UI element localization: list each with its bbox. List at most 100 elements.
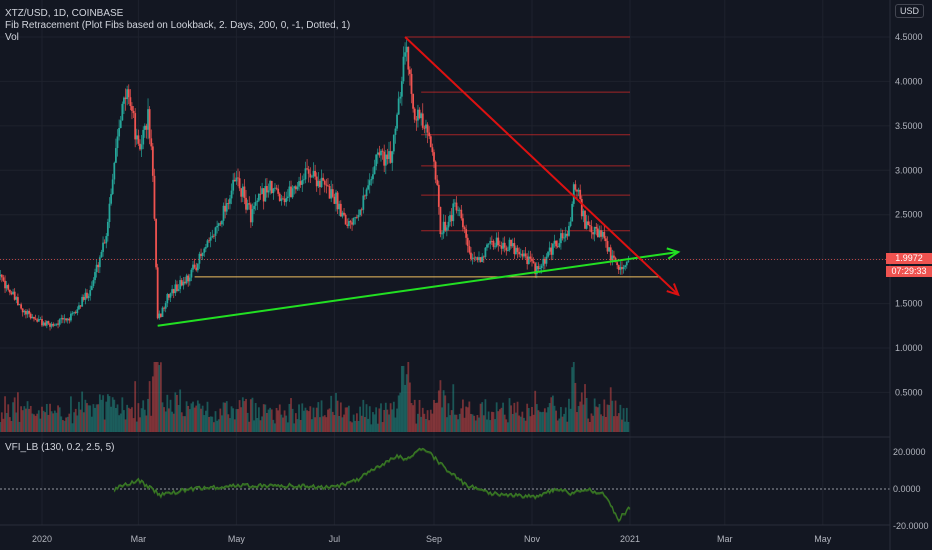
volume-bar	[433, 399, 435, 432]
volume-bar	[568, 398, 570, 432]
candle-body	[621, 267, 623, 270]
candle-body	[465, 229, 468, 238]
candle-body	[595, 226, 598, 229]
trendline-overlays[interactable]	[0, 36, 890, 327]
candle-body	[163, 307, 165, 309]
volume-bar	[593, 398, 596, 432]
volume-bar	[132, 418, 135, 432]
volume-bar	[442, 390, 445, 432]
candle-body	[97, 264, 100, 268]
volume-bar	[510, 405, 513, 432]
volume-bar	[441, 407, 443, 432]
volume-bar	[304, 407, 307, 432]
volume-bar	[238, 400, 241, 432]
volume-bar	[574, 382, 577, 432]
candle-body	[266, 186, 268, 193]
volume-bar	[306, 410, 308, 432]
candle-body	[124, 97, 127, 100]
candle-body	[87, 295, 90, 299]
volume-bar	[524, 420, 527, 432]
volume-bar	[57, 405, 59, 432]
candlesticks	[0, 37, 630, 331]
volume-bar	[515, 412, 517, 432]
candle-body	[417, 109, 419, 121]
candle-body	[254, 202, 257, 206]
price-axis[interactable]: 4.5000 4.0000 3.5000 3.0000 2.5000 1.5000 1.00…	[895, 32, 923, 397]
candle-body	[415, 119, 418, 121]
vfi-legend[interactable]: VFI_LB (130, 0.2, 2.5, 5)	[5, 442, 115, 453]
candle-body	[222, 205, 225, 221]
candle-body	[45, 321, 48, 326]
candle-body	[322, 177, 325, 181]
volume-bar	[290, 398, 292, 432]
candle-body	[139, 143, 141, 150]
candle-body	[166, 294, 169, 304]
candle-body	[555, 240, 557, 247]
candle-body	[537, 266, 540, 269]
candle-body	[346, 224, 349, 226]
volume-legend[interactable]: Vol	[5, 32, 19, 43]
volume-bar	[275, 407, 278, 432]
descending-trendline-arrow	[666, 283, 680, 297]
currency-badge[interactable]: USD	[894, 4, 924, 18]
vfi-axis[interactable]: 20.0000 0.0000 -20.0000	[893, 447, 929, 531]
volume-bar	[229, 418, 231, 432]
volume-bar	[148, 381, 151, 432]
volume-bar	[367, 418, 370, 432]
candle-body	[25, 310, 27, 315]
candle-body	[119, 120, 122, 128]
volume-bar	[302, 410, 305, 432]
volume-bar	[535, 404, 538, 432]
volume-bar	[274, 423, 276, 432]
candle-body	[63, 318, 66, 320]
time-tick-label: Mar	[131, 534, 147, 544]
candle-body	[134, 113, 137, 140]
candle-body	[155, 218, 157, 268]
volume-bar	[151, 376, 154, 432]
candle-body	[463, 227, 466, 230]
volume-bar	[219, 408, 222, 432]
candle-body	[458, 209, 461, 211]
volume-bar	[174, 392, 177, 432]
volume-bar	[312, 407, 315, 432]
candle-body	[489, 240, 492, 244]
volume-bar	[495, 402, 498, 432]
candle-body	[330, 189, 333, 199]
time-tick-label: Nov	[524, 534, 541, 544]
volume-bar	[267, 409, 270, 432]
candle-body	[531, 258, 533, 262]
candle-body	[441, 233, 443, 235]
volume-bar	[119, 413, 122, 432]
volume-bar	[540, 412, 543, 432]
volume-bar	[478, 417, 480, 432]
candle-body	[584, 210, 586, 229]
candle-body	[532, 261, 535, 264]
volume-bar	[466, 407, 469, 432]
candle-body	[349, 221, 352, 223]
volume-bar	[211, 416, 214, 432]
candle-body	[450, 215, 453, 222]
volume-bar	[190, 403, 193, 432]
volume-bar	[384, 402, 387, 432]
candle-body	[246, 203, 249, 210]
candle-body	[142, 129, 145, 145]
time-axis[interactable]: 2020 Mar May Jul Sep Nov 2021 Mar May	[32, 534, 832, 544]
ascending-trendline	[157, 251, 679, 327]
symbol-legend[interactable]: XTZ/USD, 1D, COINBASE	[5, 8, 124, 19]
volume-bar	[233, 419, 236, 432]
volume-bar	[519, 416, 522, 432]
volume-bar	[542, 411, 545, 432]
volume-bar	[409, 382, 411, 432]
candle-body	[18, 304, 21, 306]
volume-bar	[195, 405, 198, 432]
candle-body	[132, 110, 135, 114]
fib-indicator-legend[interactable]: Fib Retracement (Plot Fibs based on Look…	[5, 20, 351, 31]
volume-bar	[254, 403, 257, 432]
volume-bar	[200, 408, 202, 432]
volume-bar	[135, 421, 138, 432]
volume-bar	[563, 413, 566, 432]
volume-bar	[248, 421, 251, 432]
candle-body	[523, 253, 525, 257]
candle-body	[433, 152, 435, 162]
